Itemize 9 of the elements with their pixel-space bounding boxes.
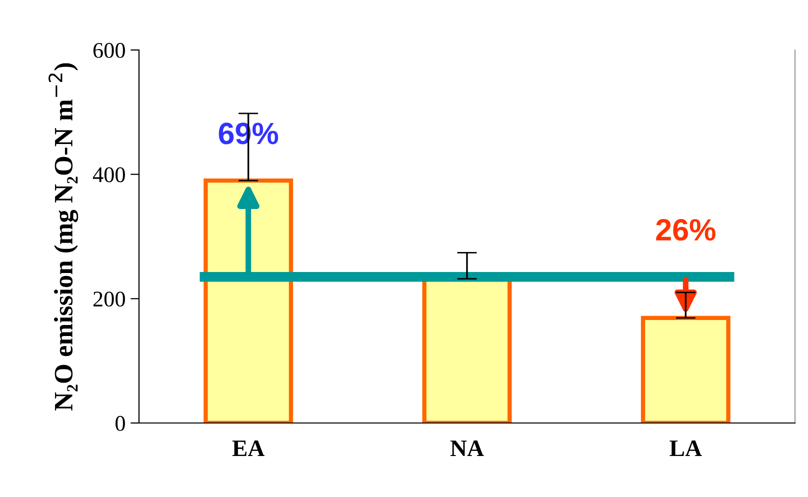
x-tick-label: LA [670, 440, 702, 456]
y-tick-label: 0 [116, 416, 125, 431]
x-tick-label: EA [232, 440, 265, 456]
y-tick-label: 400 [92, 167, 125, 182]
y-tick-label: 200 [93, 292, 125, 307]
y-axis-title: N₂O emission (mg N₂O-N m$^{−2}$) [48, 63, 78, 411]
annotation: 26% [656, 219, 716, 241]
x-tick-label: NA [450, 440, 484, 456]
y-tick-label: 600 [93, 42, 125, 58]
